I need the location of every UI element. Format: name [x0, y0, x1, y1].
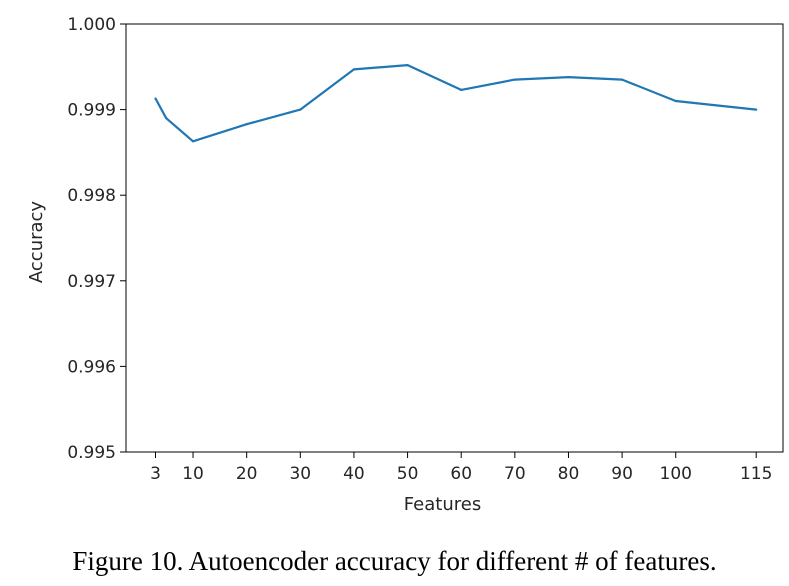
- line-chart: 0.995 0.996 0.997 0.998 0.999 1.000 3 10 20 30 40 5…: [26, 15, 784, 515]
- x-axis-label: Features: [404, 494, 481, 515]
- data-point-0-7: [460, 88, 463, 92]
- x-tick-label-6: 60: [450, 464, 472, 484]
- x-tick-label-7: 70: [504, 464, 526, 484]
- data-point-0-11: [674, 99, 677, 103]
- x-tick-label-8: 80: [558, 464, 580, 484]
- y-tick-label-0: 0.995: [67, 443, 116, 463]
- x-tick-label-9: 90: [611, 464, 633, 484]
- x-tick-label-11: 115: [740, 464, 772, 484]
- x-tick-label-0: 3: [150, 464, 161, 484]
- data-point-0-5: [352, 68, 356, 71]
- y-tick-label-3: 0.998: [67, 186, 116, 206]
- x-tick-label-3: 30: [289, 464, 311, 484]
- x-tick-label-2: 20: [236, 464, 258, 484]
- figure-caption: Figure 10. Autoencoder accuracy for diff…: [72, 546, 717, 576]
- data-point-0-3: [245, 123, 248, 126]
- x-tick-label-5: 50: [397, 464, 419, 484]
- data-point-0-8: [513, 78, 516, 81]
- data-point-0-4: [299, 108, 302, 111]
- y-tick-label-4: 0.999: [67, 101, 116, 121]
- y-axis-label: Accuracy: [26, 201, 47, 284]
- data-point-0-12: [755, 108, 758, 111]
- data-point-0-1: [165, 117, 168, 120]
- y-tick-label-2: 0.997: [67, 272, 116, 292]
- y-tick-label-5: 1.000: [67, 15, 116, 35]
- data-point-0-6: [406, 63, 409, 67]
- series-line-0: [154, 63, 757, 143]
- plot-frame: [125, 23, 784, 453]
- data-point-0-2: [191, 140, 195, 143]
- data-point-0-9: [567, 75, 570, 79]
- data-point-0-0: [154, 97, 157, 100]
- x-tick-label-1: 10: [182, 464, 204, 484]
- x-tick-label-4: 40: [343, 464, 365, 484]
- x-tick-label-10: 100: [660, 464, 692, 484]
- data-point-0-10: [621, 78, 624, 81]
- y-tick-label-1: 0.996: [67, 357, 116, 377]
